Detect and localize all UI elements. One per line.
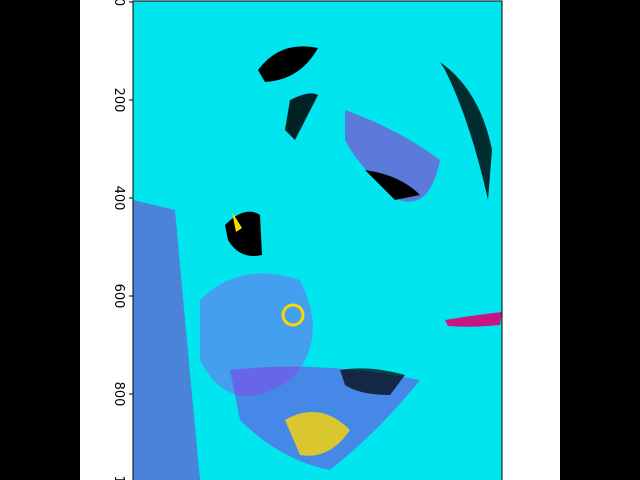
texture — [365, 170, 420, 200]
y-tick-label: 0 — [111, 0, 126, 6]
right-border — [560, 0, 640, 480]
axes-frame — [132, 0, 503, 480]
y-tick-label: 400 — [111, 186, 126, 211]
texture — [440, 62, 492, 200]
y-tick-label: 800 — [111, 382, 126, 407]
image — [133, 1, 502, 480]
texture — [258, 46, 318, 82]
texture — [200, 273, 313, 396]
y-tick-label: 1000 — [111, 475, 126, 480]
texture — [345, 110, 440, 202]
texture — [285, 93, 318, 140]
texture — [232, 212, 242, 232]
texture — [340, 368, 405, 395]
left-border — [0, 0, 80, 480]
texture — [133, 200, 200, 480]
texture — [281, 303, 305, 327]
y-axis: 0 200 400 600 800 1000 — [111, 0, 133, 480]
y-tick-label: 200 — [111, 88, 126, 113]
y-tick-label: 600 — [111, 284, 126, 309]
texture — [445, 312, 502, 327]
texture — [285, 412, 350, 456]
